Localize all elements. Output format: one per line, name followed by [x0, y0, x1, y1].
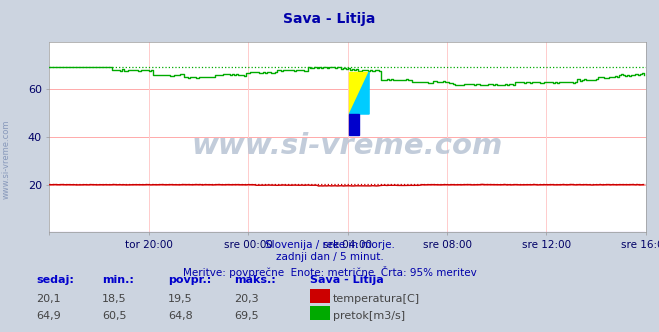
Text: Sava - Litija: Sava - Litija — [310, 275, 384, 285]
Text: Slovenija / reke in morje.: Slovenija / reke in morje. — [264, 240, 395, 250]
Text: 18,5: 18,5 — [102, 294, 127, 304]
Text: 19,5: 19,5 — [168, 294, 192, 304]
Text: Meritve: povprečne  Enote: metrične  Črta: 95% meritev: Meritve: povprečne Enote: metrične Črta:… — [183, 266, 476, 278]
Text: min.:: min.: — [102, 275, 134, 285]
Text: temperatura[C]: temperatura[C] — [333, 294, 420, 304]
Text: pretok[m3/s]: pretok[m3/s] — [333, 311, 405, 321]
Text: zadnji dan / 5 minut.: zadnji dan / 5 minut. — [275, 252, 384, 262]
Text: www.si-vreme.com: www.si-vreme.com — [192, 132, 503, 160]
Polygon shape — [349, 72, 369, 114]
Text: 20,3: 20,3 — [234, 294, 258, 304]
Text: maks.:: maks.: — [234, 275, 275, 285]
Polygon shape — [349, 72, 369, 114]
Text: www.si-vreme.com: www.si-vreme.com — [2, 120, 11, 199]
Text: 20,1: 20,1 — [36, 294, 61, 304]
Text: 64,8: 64,8 — [168, 311, 193, 321]
Text: 69,5: 69,5 — [234, 311, 258, 321]
Bar — [349, 114, 359, 135]
Text: sedaj:: sedaj: — [36, 275, 74, 285]
Text: Sava - Litija: Sava - Litija — [283, 12, 376, 26]
Text: 60,5: 60,5 — [102, 311, 127, 321]
Text: 64,9: 64,9 — [36, 311, 61, 321]
Text: povpr.:: povpr.: — [168, 275, 212, 285]
